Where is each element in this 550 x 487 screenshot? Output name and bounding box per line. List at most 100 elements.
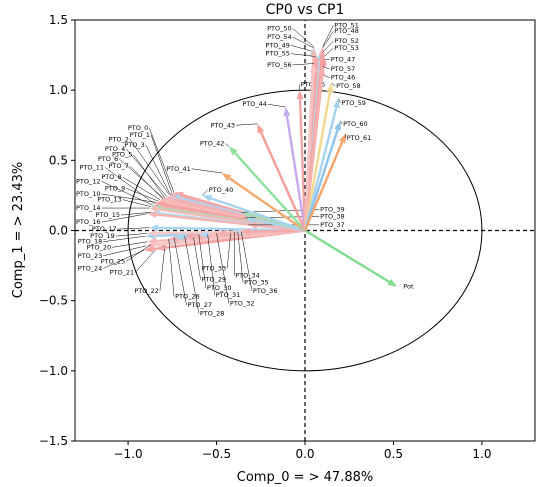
label-leader-line [117,227,150,230]
vector-arrowhead [151,240,161,248]
label-leader-line [112,241,148,248]
y-tick-label: −1.0 [39,364,68,378]
vector-label: PTO_10 [76,190,101,198]
x-tick-label: 0.0 [295,447,314,461]
label-leader-line [115,233,148,237]
vector-pot: Pot [304,229,414,291]
vector-label: PTO_51 [334,22,359,30]
y-tick-label: −1.5 [39,434,68,448]
y-axis-ticks: −1.5 −1.0 −0.5 0.0 0.5 1.0 1.5 [39,13,75,448]
y-tick-label: 0.0 [49,224,68,238]
label-leader-line [322,66,330,70]
label-leader-line [340,120,343,124]
vector-shaft [303,129,339,231]
vector-label: PTO_58 [336,82,361,90]
vector-label: PTO_4 [105,145,125,153]
vector-label: PTO_42 [200,139,225,147]
vector-arrowhead [334,121,341,131]
y-tick-label: 1.0 [49,83,68,97]
label-leader-line [103,235,146,242]
label-leader-line [292,63,314,66]
label-leader-line [159,243,166,291]
vector-label: PTO_55 [265,50,290,58]
label-leader-line [322,40,334,53]
vector-arrowhead [149,224,159,232]
vector-label: PTO_13 [97,196,122,204]
vector-label: PTO_5 [112,151,132,159]
label-leader-line [103,249,145,269]
vector-label: PTO_36 [253,287,278,295]
label-leader-line [191,168,222,174]
vector-label: PTO_32 [230,299,255,307]
x-tick-label: −0.5 [202,447,231,461]
vector-label: PTO_33 [202,264,227,272]
label-leader-line [101,181,153,206]
vector-arrowhead [198,230,208,238]
vector-label: PTO_22 [134,287,159,295]
plot-area: PotPTO_0PTO_1PTO_2PTO_3PTO_4PTO_5PTO_6PT… [75,20,535,441]
vector-label: PTO_34 [235,271,260,279]
vector-label: PTO_53 [334,44,359,52]
vector-label: PTO_60 [343,120,368,128]
label-leader-line [241,231,253,291]
vector-arrowhead [309,63,317,73]
vector-arrowhead [241,211,251,219]
vector-label: PTO_14 [76,204,101,212]
vector-label: PTO_52 [334,37,359,45]
vector-label: PTO_23 [78,252,103,260]
vector-pto-43: PTO_43 [210,121,307,231]
vector-pto-40: PTO_40 [202,186,306,232]
vector-arrowhead [144,245,154,253]
label-leader-line [101,213,148,223]
vector-shaft [228,177,306,232]
vector-shaft [303,72,315,231]
vector-label: PTO_49 [265,41,290,49]
label-leader-line [216,233,230,304]
vector-label: PTO_30 [207,284,232,292]
vector-pto-59: PTO_59 [303,98,366,231]
label-leader-line [184,236,200,314]
label-leader-line [202,189,208,196]
vector-label: PTO_6 [98,155,118,163]
vector-label: PTO_41 [166,165,191,173]
vector-arrowhead [184,232,194,240]
label-leader-line [134,248,157,273]
vector-arrowhead [318,66,326,76]
label-leader-line [129,139,169,195]
label-leader-line [225,143,230,147]
vector-label: PTO_18 [78,238,103,246]
vector-shaft [298,99,307,231]
vector-label: PTO_46 [331,74,356,82]
vector-arrowhead [257,123,265,134]
vector-shaft [210,197,306,232]
vector-shaft [303,75,323,231]
vector-label: PTO_21 [110,269,135,277]
vector-shaft [304,229,390,283]
label-leader-line [119,158,164,199]
label-leader-line [103,245,146,257]
label-leader-line [292,28,315,47]
vector-pto-58: PTO_58 [303,82,361,231]
vector-arrowhead [168,234,178,242]
chart-title: CP0 vs CP1 [266,2,345,18]
label-leader-line [324,47,334,57]
y-tick-label: −0.5 [39,294,68,308]
vector-label: PTO_31 [216,291,241,299]
vector-label: PTO_40 [209,186,234,194]
vector-label: PTO_61 [347,134,372,142]
vector-label: PTO_48 [334,27,359,35]
vector-shaft [285,115,307,231]
vector-label: PTO_7 [108,162,128,170]
vector-label: PTO_50 [267,24,292,32]
vector-label: PTO_3 [124,141,144,149]
vector-label: PTO_35 [244,278,269,286]
vector-arrowhead [387,278,397,287]
vector-label: PTO_25 [101,257,126,265]
vector-label: PTO_59 [341,99,366,107]
vector-label: PTO_19 [90,232,115,240]
label-leader-line [338,98,341,103]
label-leader-line [133,154,166,199]
vector-arrowhead [228,146,238,156]
